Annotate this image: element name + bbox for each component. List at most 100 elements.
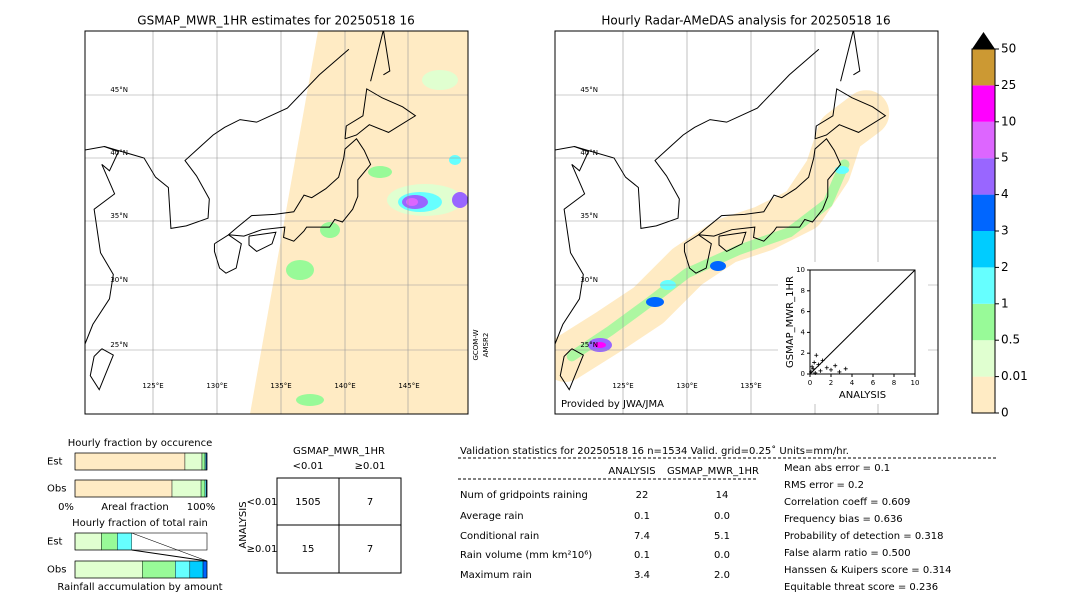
bar-segment bbox=[200, 479, 206, 498]
cell: 5.1 bbox=[714, 531, 730, 542]
colorbar-label: 0 bbox=[1001, 406, 1009, 420]
y-tick-label: 4 bbox=[801, 328, 806, 336]
point bbox=[824, 365, 829, 370]
colorbar-segment bbox=[972, 85, 995, 122]
cell: 3.4 bbox=[634, 570, 650, 581]
point bbox=[837, 369, 842, 374]
map-frame bbox=[554, 30, 939, 415]
cell: 2.0 bbox=[714, 570, 730, 581]
side-label: GCOM-W bbox=[472, 329, 480, 360]
coastline bbox=[718, 231, 747, 253]
rain-area bbox=[835, 166, 849, 174]
stats-title: Validation statistics for 20250518 16 n=… bbox=[460, 445, 849, 457]
lon-label: 140°E bbox=[334, 382, 355, 390]
credit: Provided by JWA/JMA bbox=[561, 399, 664, 410]
cell: 22 bbox=[636, 490, 649, 501]
score: False alarm ratio = 0.500 bbox=[784, 548, 911, 559]
row-label: Est bbox=[47, 457, 63, 468]
rain-area bbox=[286, 260, 314, 280]
cell: 0.1 bbox=[634, 550, 650, 561]
y-tick-label: 6 bbox=[801, 308, 806, 316]
rain-area bbox=[406, 198, 418, 206]
bar-segment bbox=[175, 560, 191, 579]
lon-label: 125°E bbox=[612, 382, 633, 390]
lon-label: 125°E bbox=[142, 382, 163, 390]
colorbar-segment bbox=[972, 376, 995, 413]
side-label: AMSR2 bbox=[482, 333, 490, 358]
lat-label: 45°N bbox=[580, 86, 598, 94]
bar-segment bbox=[74, 532, 102, 551]
lat-label: 40°N bbox=[110, 149, 128, 157]
rain-area bbox=[710, 261, 726, 271]
rain-area bbox=[422, 70, 458, 90]
diagonal bbox=[809, 269, 916, 375]
colorbar-extend bbox=[972, 32, 995, 49]
x-tick-label: 2 bbox=[829, 379, 833, 387]
rain-area bbox=[368, 166, 392, 178]
lat-label: 35°N bbox=[110, 212, 128, 220]
y-tick-label: 2 bbox=[801, 349, 805, 357]
x-axis-label: ANALYSIS bbox=[839, 390, 886, 401]
lon-label: 135°E bbox=[270, 382, 291, 390]
colorbar-segment bbox=[972, 267, 995, 304]
axis-label: 0% bbox=[58, 502, 74, 513]
bar-segment bbox=[189, 560, 204, 579]
bar-frame bbox=[74, 560, 208, 579]
colorbar-segment bbox=[972, 121, 995, 159]
coastline bbox=[248, 231, 277, 253]
bar-segment bbox=[117, 532, 132, 551]
coastline bbox=[213, 234, 242, 274]
row-label: ANALYSIS bbox=[238, 501, 249, 548]
y-tick-label: 0 bbox=[801, 370, 805, 378]
coastline bbox=[559, 348, 584, 391]
point bbox=[813, 370, 818, 375]
row-header: <0.01 bbox=[247, 497, 278, 508]
colorbar-label: 0.5 bbox=[1001, 333, 1020, 347]
table-title: GSMAP_MWR_1HR bbox=[293, 446, 385, 457]
lat-label: 35°N bbox=[580, 212, 598, 220]
rain-band bbox=[566, 159, 850, 362]
colorbar-segment bbox=[972, 340, 995, 377]
lat-label: 45°N bbox=[110, 86, 128, 94]
rain-area bbox=[594, 342, 606, 348]
cell: 14 bbox=[716, 490, 729, 501]
colorbar-segment bbox=[972, 158, 995, 195]
map-frame bbox=[84, 30, 469, 415]
col-header: GSMAP_MWR_1HR bbox=[667, 466, 759, 477]
rain-area bbox=[296, 394, 324, 406]
axis-label: 100% bbox=[187, 502, 216, 513]
y-tick-label: 8 bbox=[801, 287, 805, 295]
y-tick-label: 10 bbox=[796, 266, 805, 274]
coastline bbox=[104, 48, 350, 229]
coastline bbox=[370, 31, 391, 82]
map-left bbox=[85, 31, 468, 414]
connector bbox=[131, 532, 208, 562]
point bbox=[809, 369, 814, 374]
bar-segment bbox=[184, 452, 203, 471]
lat-label: 30°N bbox=[580, 276, 598, 284]
row-label: Maximum rain bbox=[460, 570, 532, 581]
point bbox=[811, 366, 816, 371]
x-tick-label: 4 bbox=[850, 379, 855, 387]
panel-title: Hourly fraction of total rain bbox=[72, 518, 208, 529]
colorbar-label: 10 bbox=[1001, 114, 1016, 128]
lat-label: 40°N bbox=[580, 149, 598, 157]
colorbar-label: 3 bbox=[1001, 224, 1009, 238]
coastline bbox=[89, 348, 114, 391]
coastline bbox=[574, 48, 820, 229]
point bbox=[833, 363, 838, 368]
bar-segment bbox=[74, 452, 186, 471]
colorbar-label: 50 bbox=[1001, 42, 1016, 56]
cell: 15 bbox=[302, 544, 315, 555]
score: Hanssen & Kuipers score = 0.314 bbox=[784, 565, 951, 576]
coastline bbox=[85, 145, 120, 346]
bar-segment bbox=[201, 452, 206, 471]
score: Probability of detection = 0.318 bbox=[784, 531, 943, 542]
lat-label: 30°N bbox=[110, 276, 128, 284]
point bbox=[843, 366, 848, 371]
col-header: <0.01 bbox=[293, 461, 324, 472]
coastline bbox=[344, 88, 417, 140]
row-label: Obs bbox=[47, 484, 66, 495]
coastline bbox=[814, 88, 887, 140]
